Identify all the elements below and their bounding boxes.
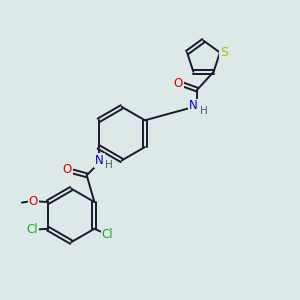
Text: Cl: Cl — [26, 224, 38, 236]
Text: N: N — [95, 154, 104, 167]
Text: N: N — [189, 100, 197, 112]
Text: S: S — [220, 46, 228, 59]
Text: O: O — [174, 76, 183, 90]
Text: O: O — [62, 164, 72, 176]
Text: H: H — [200, 106, 208, 116]
Text: Cl: Cl — [102, 228, 113, 241]
Text: H: H — [105, 160, 113, 170]
Text: O: O — [28, 195, 38, 208]
